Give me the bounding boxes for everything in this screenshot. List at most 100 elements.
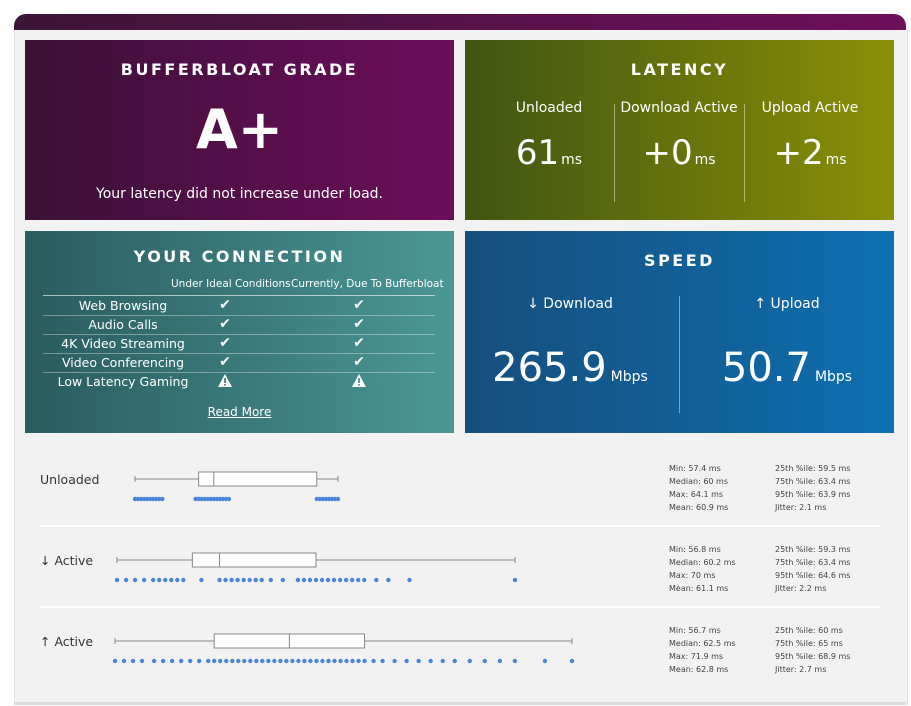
sample-point (150, 496, 156, 502)
sample-point (356, 658, 361, 664)
download-unit: Mbps (610, 369, 648, 385)
sample-point (317, 496, 323, 502)
stat-median: Median: 60 ms (669, 477, 729, 486)
sample-point (308, 658, 313, 664)
sample-point (260, 658, 265, 664)
latency-label: Download Active (620, 100, 738, 116)
sample-point (440, 658, 445, 664)
sample-point (220, 496, 226, 502)
latency-unit: ms (825, 152, 847, 168)
stat-min: Min: 56.7 ms (669, 626, 721, 635)
sample-point (407, 577, 412, 583)
grade-title: BUFFERBLOAT GRADE (120, 60, 359, 79)
sample-point (268, 577, 273, 583)
sample-point (169, 658, 175, 664)
stat-min: Min: 56.8 ms (669, 545, 721, 554)
sample-point (217, 496, 223, 502)
stats-left: Min: 57.4 ms Median: 60 ms Max: 64.1 ms … (669, 462, 728, 514)
sample-point (323, 496, 329, 502)
sample-point (329, 496, 335, 502)
sample-point (212, 658, 217, 664)
speed-divider (679, 296, 680, 413)
sample-point (214, 496, 220, 502)
latency-unit: ms (694, 152, 716, 168)
sample-point (307, 577, 313, 583)
sample-point (259, 577, 264, 583)
stats-left: Min: 56.7 ms Median: 62.5 ms Max: 71.9 m… (669, 624, 736, 676)
sample-point (211, 496, 216, 502)
sample-point (350, 658, 355, 664)
row-divider (40, 606, 880, 608)
read-more-link[interactable]: Read More (207, 405, 272, 419)
connection-card: YOUR CONNECTION Under Ideal Conditions C… (25, 231, 454, 433)
boxplot-chart (114, 552, 518, 583)
sample-point (349, 577, 355, 583)
sample-point (325, 577, 331, 583)
latency-label: Upload Active (761, 100, 859, 116)
check-icon: ✔ (353, 354, 365, 370)
stat-p95: 95th %ile: 64.6 ms (775, 571, 851, 580)
sample-point (380, 658, 385, 664)
header-current: Currently, Due To Bufferbloat (291, 278, 444, 290)
sample-point (208, 496, 213, 502)
table-row: Web Browsing ✔ ✔ (43, 296, 435, 316)
check-icon: ✔ (219, 297, 231, 313)
sample-point (497, 658, 503, 664)
row-label: Audio Calls (88, 317, 158, 332)
sample-point (187, 658, 193, 664)
sample-point (467, 658, 472, 664)
upload-label: ↑ Upload (754, 296, 820, 312)
latency-unit: ms (561, 152, 583, 168)
row-divider (40, 525, 880, 527)
sample-point (138, 496, 144, 502)
iqr-box (191, 552, 317, 568)
bufferbloat-grade-card: BUFFERBLOAT GRADE A+ Your latency did no… (25, 40, 454, 220)
sample-point (326, 658, 331, 664)
download-speed: ↓ Download 265.9 Mbps (470, 296, 670, 399)
sample-point (416, 658, 421, 664)
sample-point (482, 658, 488, 664)
sample-point (280, 577, 286, 583)
sample-point (196, 496, 201, 502)
sample-point (319, 577, 325, 583)
sample-point (512, 577, 518, 583)
sample-point (338, 658, 343, 664)
check-icon: ✔ (353, 316, 365, 332)
sample-point (205, 496, 210, 502)
sample-point (217, 577, 222, 583)
iqr-box (198, 471, 318, 487)
sample-point (362, 658, 367, 664)
stat-mean: Mean: 62.8 ms (669, 665, 729, 674)
sample-point (160, 658, 166, 664)
sample-point (362, 577, 367, 583)
sample-point (241, 577, 246, 583)
stat-p75: 75th %ile: 65 ms (775, 639, 843, 648)
sample-point (542, 658, 548, 664)
check-icon: ✔ (219, 335, 231, 351)
latency-upload-active: Upload Active +2 ms (745, 100, 875, 179)
sample-point (284, 658, 289, 664)
sample-point (332, 658, 337, 664)
sample-point (135, 496, 141, 502)
stat-p25: 25th %ile: 59.3 ms (775, 545, 851, 554)
header-ideal: Under Ideal Conditions (171, 278, 291, 290)
sample-point (223, 496, 229, 502)
plot-label: ↑ Active (40, 634, 94, 649)
sample-point (278, 658, 283, 664)
stats-right: 25th %ile: 60 ms 75th %ile: 65 ms 95th %… (775, 624, 850, 676)
sample-point (272, 658, 277, 664)
sample-point (157, 496, 162, 502)
sample-point (226, 496, 232, 502)
upload-speed: ↑ Upload 50.7 Mbps (687, 296, 887, 399)
row-label: Web Browsing (78, 298, 168, 313)
sample-point (224, 658, 229, 664)
warning-icon (215, 373, 235, 392)
sample-point (132, 496, 138, 502)
sample-point (150, 577, 156, 583)
latency-plot-unloaded: Unloaded Min: 57.4 ms Median: 60 ms Max:… (40, 464, 880, 544)
sample-point (242, 658, 247, 664)
check-icon: ✔ (219, 354, 231, 370)
sample-point (343, 577, 349, 583)
sample-point (141, 577, 147, 583)
stat-jitter: Jitter: 2.1 ms (775, 503, 827, 512)
